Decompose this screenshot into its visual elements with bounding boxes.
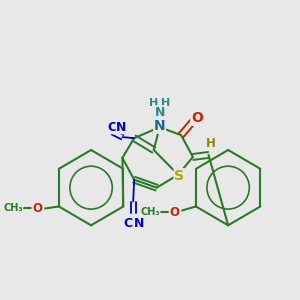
Text: CH₃: CH₃ — [3, 203, 23, 214]
Text: CH₃: CH₃ — [140, 207, 160, 218]
Text: H: H — [149, 98, 158, 108]
Text: N: N — [134, 217, 144, 230]
Text: O: O — [169, 206, 179, 219]
Text: N: N — [154, 106, 165, 119]
Text: N: N — [116, 121, 127, 134]
Text: S: S — [174, 169, 184, 183]
Text: N: N — [154, 119, 165, 133]
Text: H: H — [161, 98, 170, 108]
Text: O: O — [191, 111, 203, 125]
Text: O: O — [32, 202, 42, 215]
Text: C: C — [107, 121, 116, 134]
Text: H: H — [206, 136, 215, 150]
Text: C: C — [124, 217, 133, 230]
